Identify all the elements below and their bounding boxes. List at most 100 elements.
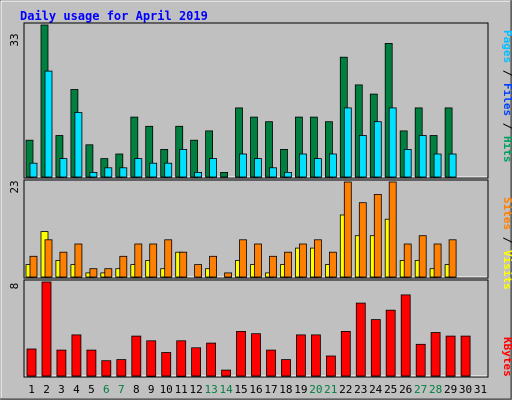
bar-sites-7 xyxy=(119,255,128,278)
bar-sites-20 xyxy=(313,239,322,278)
legend-top-part-0: Pages xyxy=(501,30,512,63)
bar-kbytes-11 xyxy=(176,340,187,377)
legend-bot-part-0: KBytes xyxy=(501,337,512,377)
bar-files-7 xyxy=(119,167,128,178)
bar-kbytes-22 xyxy=(340,330,351,377)
bar-files-21 xyxy=(328,153,337,178)
x-tick-label-13: 13 xyxy=(204,383,217,396)
legend-top-part-4: Hits xyxy=(501,136,512,163)
x-tick-label-9: 9 xyxy=(148,383,155,396)
bar-sites-9 xyxy=(149,243,158,278)
bar-hits-15 xyxy=(235,107,243,178)
bar-hits-14 xyxy=(220,171,229,178)
y-max-label-bot: 8 xyxy=(8,283,21,290)
x-tick-label-3: 3 xyxy=(58,383,65,396)
bar-hits-23 xyxy=(354,84,363,178)
x-axis-labels: 1 2 3 4 5 6 7 8 9 10 11 12 13 14 15 16 17 18 19 20 21 22 23 24 2… xyxy=(28,383,487,396)
legend-top-part-1: / xyxy=(501,63,512,83)
bar-files-13 xyxy=(209,158,218,178)
bar-hits-21 xyxy=(324,121,333,178)
legend-top: Pages / Files / Hits xyxy=(501,30,512,163)
bar-kbytes-29 xyxy=(445,335,456,377)
legend-mid-part-0: Sites xyxy=(501,197,512,230)
legend-mid-part-1: / xyxy=(501,230,512,250)
bar-files-3 xyxy=(59,158,68,178)
x-tick-label-29: 29 xyxy=(444,383,457,396)
bar-hits-8 xyxy=(130,116,139,178)
bar-sites-8 xyxy=(134,243,143,278)
x-tick-label-20: 20 xyxy=(309,383,322,396)
bar-kbytes-6 xyxy=(101,360,112,377)
x-tick-label-18: 18 xyxy=(279,383,292,396)
x-tick-label-23: 23 xyxy=(354,383,367,396)
bar-sites-26 xyxy=(403,243,412,278)
bar-hits-16 xyxy=(250,116,258,178)
bar-kbytes-21 xyxy=(325,355,336,377)
bar-sites-16 xyxy=(254,243,262,278)
bar-kbytes-24 xyxy=(370,319,381,377)
bar-kbytes-18 xyxy=(281,359,291,377)
bar-kbytes-15 xyxy=(236,330,246,377)
x-tick-label-4: 4 xyxy=(73,383,80,396)
legend-top-part-2: Files xyxy=(501,83,512,116)
bar-kbytes-27 xyxy=(415,343,426,377)
bar-files-22 xyxy=(343,107,352,178)
bar-files-5 xyxy=(89,171,98,178)
bar-kbytes-13 xyxy=(206,342,217,377)
bar-kbytes-17 xyxy=(266,349,276,377)
legend-mid: Sites / Visits xyxy=(501,197,512,290)
bar-kbytes-9 xyxy=(146,340,157,377)
bar-kbytes-2 xyxy=(41,281,52,377)
bar-kbytes-26 xyxy=(400,294,411,377)
bar-sites-5 xyxy=(89,268,98,278)
y-max-label-mid: 23 xyxy=(8,180,21,193)
bar-files-18 xyxy=(284,171,292,178)
bar-sites-11 xyxy=(179,251,188,278)
bar-sites-17 xyxy=(269,255,277,278)
bar-kbytes-23 xyxy=(355,302,366,377)
bar-sites-3 xyxy=(59,251,68,278)
bar-files-4 xyxy=(74,112,83,178)
x-tick-label-27: 27 xyxy=(414,383,427,396)
x-tick-label-7: 7 xyxy=(118,383,125,396)
bar-hits-20 xyxy=(309,116,318,178)
x-tick-label-28: 28 xyxy=(429,383,442,396)
bar-sites-21 xyxy=(328,251,337,278)
bar-hits-9 xyxy=(145,125,154,178)
x-tick-label-8: 8 xyxy=(133,383,140,396)
bar-files-23 xyxy=(358,135,367,178)
bar-files-25 xyxy=(388,107,397,178)
x-tick-label-10: 10 xyxy=(160,383,173,396)
bar-files-28 xyxy=(433,153,442,178)
bar-sites-22 xyxy=(343,181,352,278)
panels xyxy=(23,22,489,378)
bar-hits-19 xyxy=(294,116,303,178)
x-tick-label-21: 21 xyxy=(324,383,337,396)
bar-files-27 xyxy=(418,135,427,178)
bar-files-11 xyxy=(179,148,188,178)
legend-mid-part-2: Visits xyxy=(501,250,512,290)
bar-sites-4 xyxy=(74,243,83,278)
bar-hits-1 xyxy=(25,139,34,178)
bar-sites-18 xyxy=(284,251,292,278)
bar-kbytes-19 xyxy=(295,334,306,377)
x-tick-label-1: 1 xyxy=(28,383,35,396)
x-tick-label-25: 25 xyxy=(384,383,397,396)
bar-hits-7 xyxy=(115,153,124,178)
bar-sites-23 xyxy=(358,202,367,278)
x-tick-label-6: 6 xyxy=(103,383,110,396)
bar-kbytes-25 xyxy=(385,309,396,377)
bar-files-1 xyxy=(29,162,38,178)
bar-sites-19 xyxy=(298,243,307,278)
bar-files-6 xyxy=(104,167,113,178)
bar-files-24 xyxy=(373,121,382,178)
bars-layer xyxy=(25,24,471,377)
bar-kbytes-1 xyxy=(26,348,37,377)
bar-hits-29 xyxy=(444,107,453,178)
bar-kbytes-20 xyxy=(310,334,321,377)
bar-kbytes-5 xyxy=(86,349,97,377)
bar-sites-12 xyxy=(194,264,203,278)
bar-sites-14 xyxy=(224,272,233,278)
